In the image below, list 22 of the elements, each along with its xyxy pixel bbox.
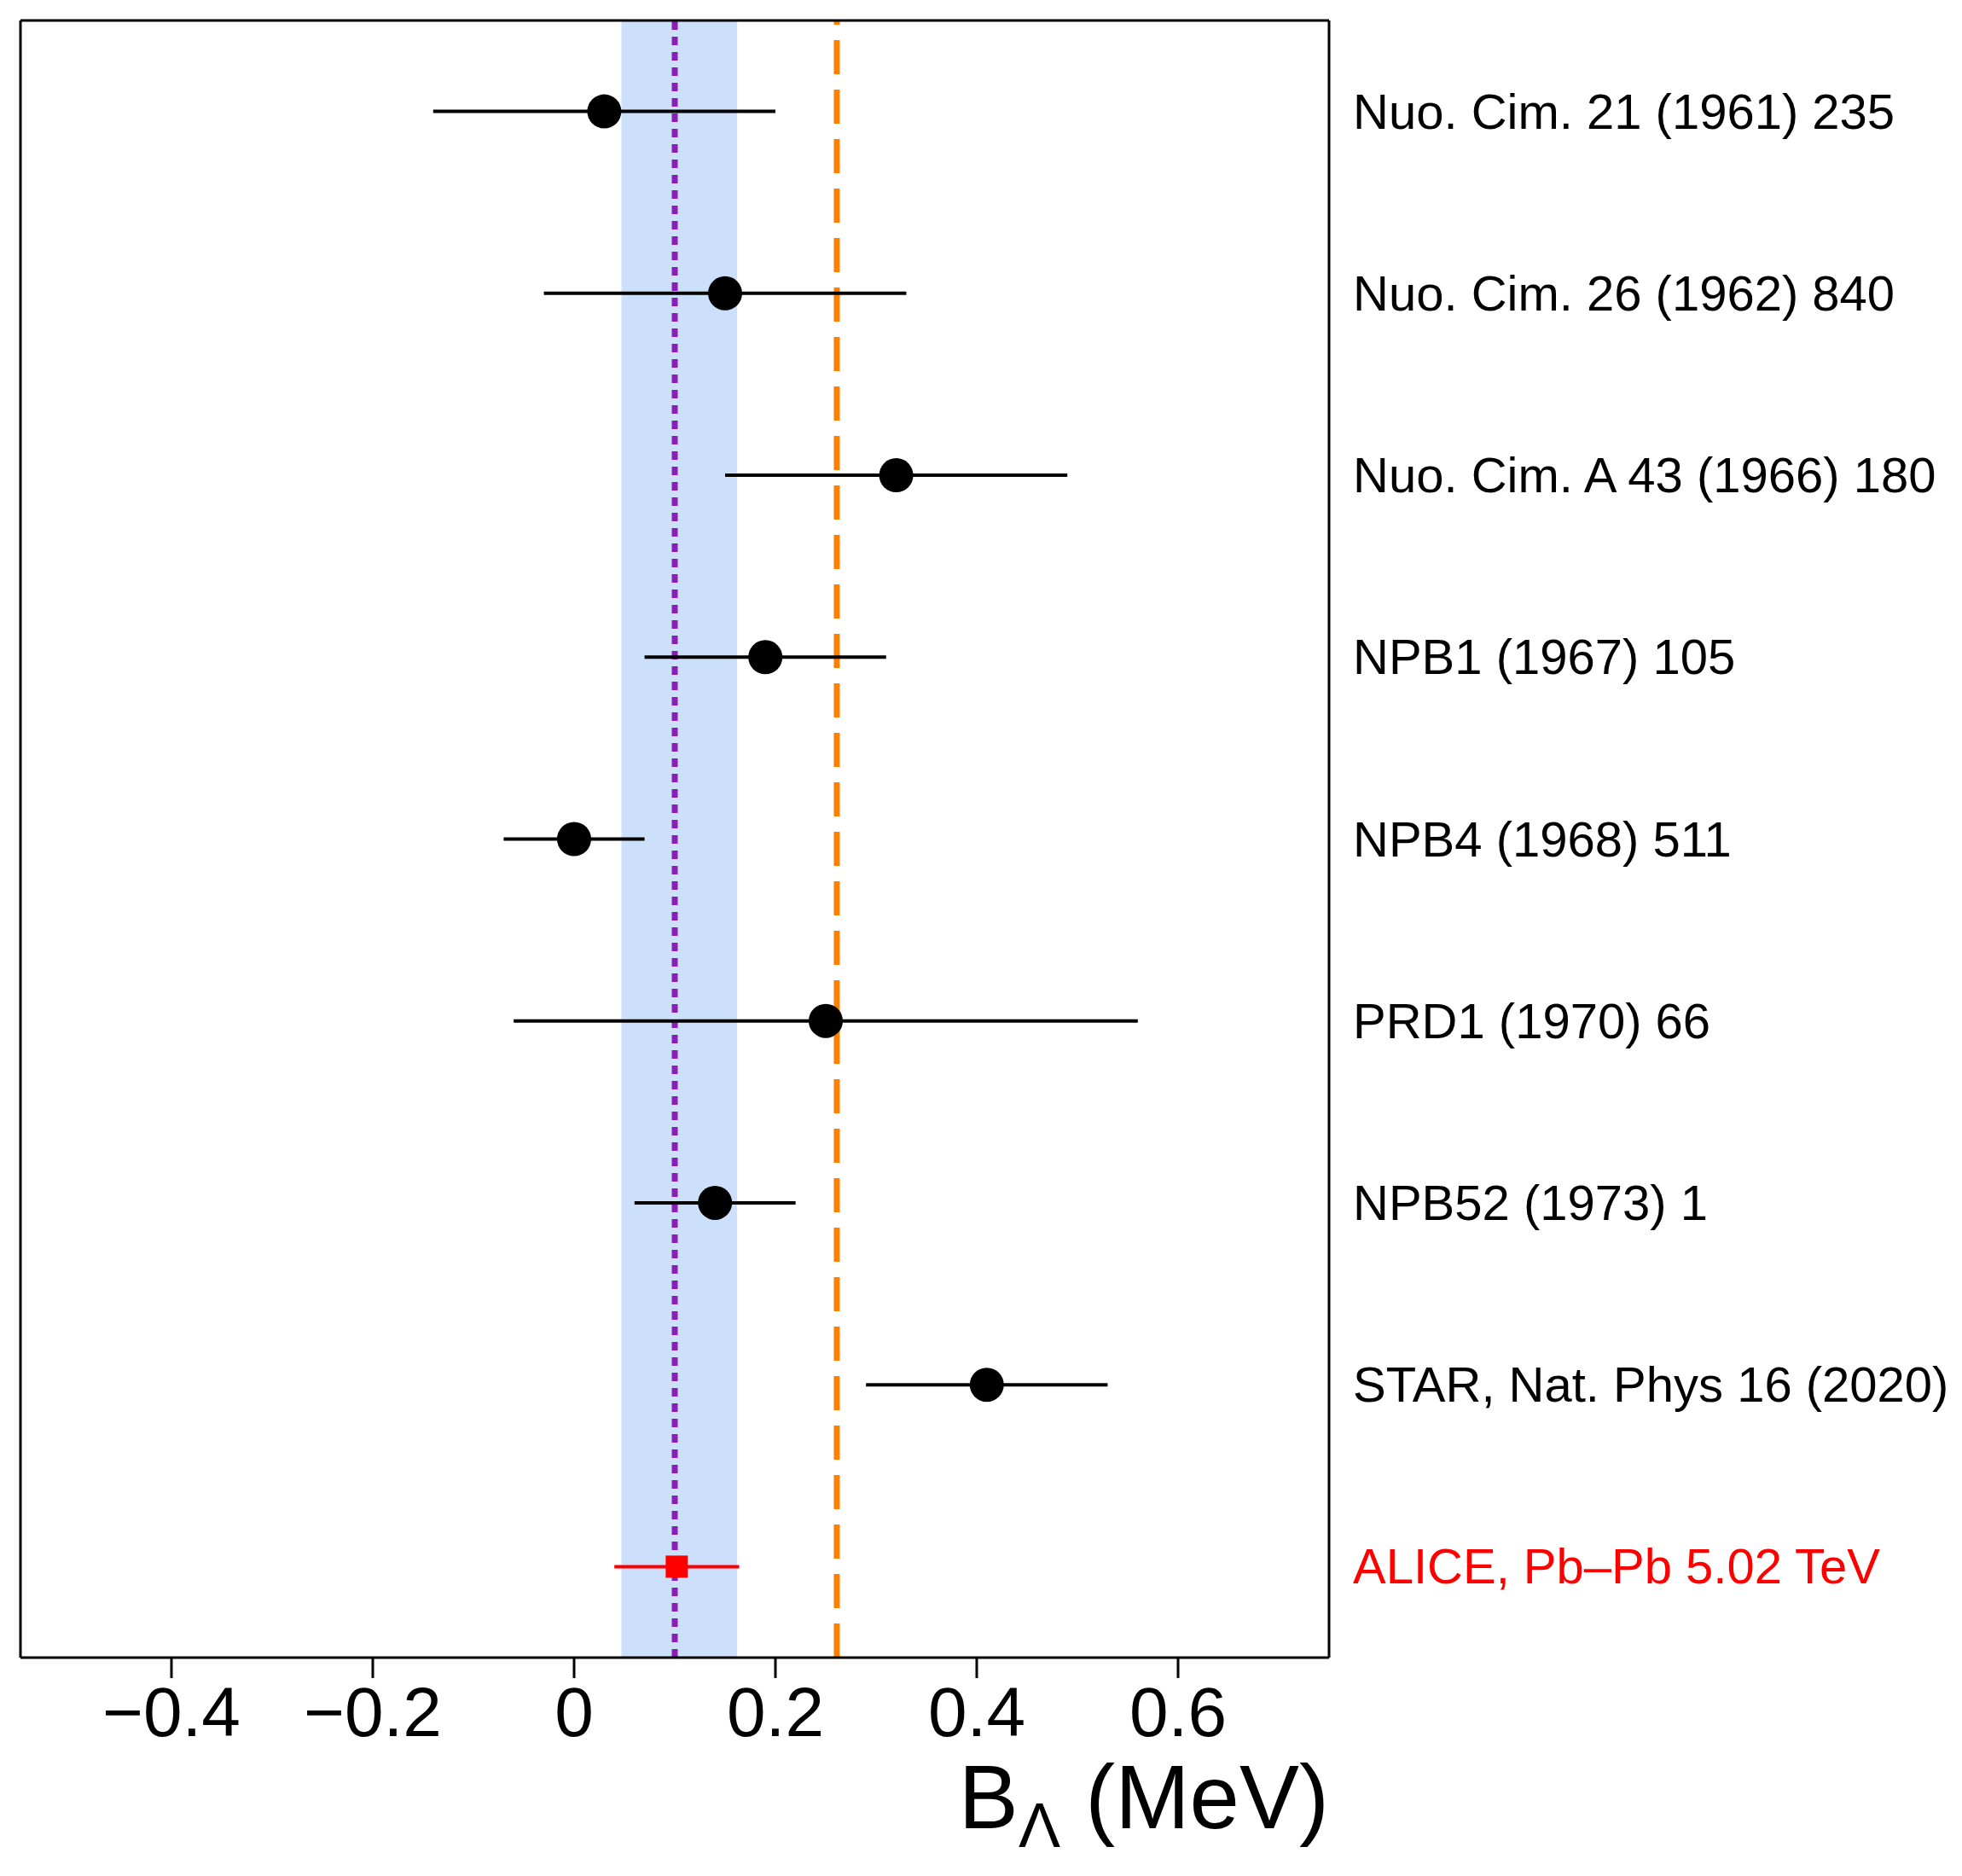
point xyxy=(879,458,914,493)
y-tick-label: PRD1 (1970) 66 xyxy=(1353,992,1711,1048)
y-tick-label: NPB4 (1968) 511 xyxy=(1353,810,1732,867)
y-tick-label: ALICE, Pb–Pb 5.02 TeV xyxy=(1353,1538,1881,1594)
x-tick-label: −0.4 xyxy=(102,1673,241,1751)
point xyxy=(748,640,783,675)
point xyxy=(557,822,591,857)
point xyxy=(698,1185,733,1220)
x-tick-label: 0 xyxy=(554,1673,594,1751)
point xyxy=(809,1003,843,1038)
y-tick-label: Nuo. Cim. 21 (1961) 235 xyxy=(1353,83,1895,139)
point xyxy=(969,1368,1004,1403)
x-tick-label: −0.2 xyxy=(304,1673,442,1751)
point xyxy=(665,1555,688,1578)
y-tick-label: Nuo. Cim. A 43 (1966) 180 xyxy=(1353,447,1936,503)
y-tick-label: NPB52 (1973) 1 xyxy=(1353,1174,1708,1230)
x-tick-label: 0.2 xyxy=(727,1673,824,1751)
point xyxy=(587,94,622,129)
y-tick-label: Nuo. Cim. 26 (1962) 840 xyxy=(1353,264,1895,321)
y-tick-label: NPB1 (1967) 105 xyxy=(1353,629,1736,685)
y-tick-label: STAR, Nat. Phys 16 (2020) xyxy=(1353,1356,1949,1413)
point xyxy=(708,276,742,311)
